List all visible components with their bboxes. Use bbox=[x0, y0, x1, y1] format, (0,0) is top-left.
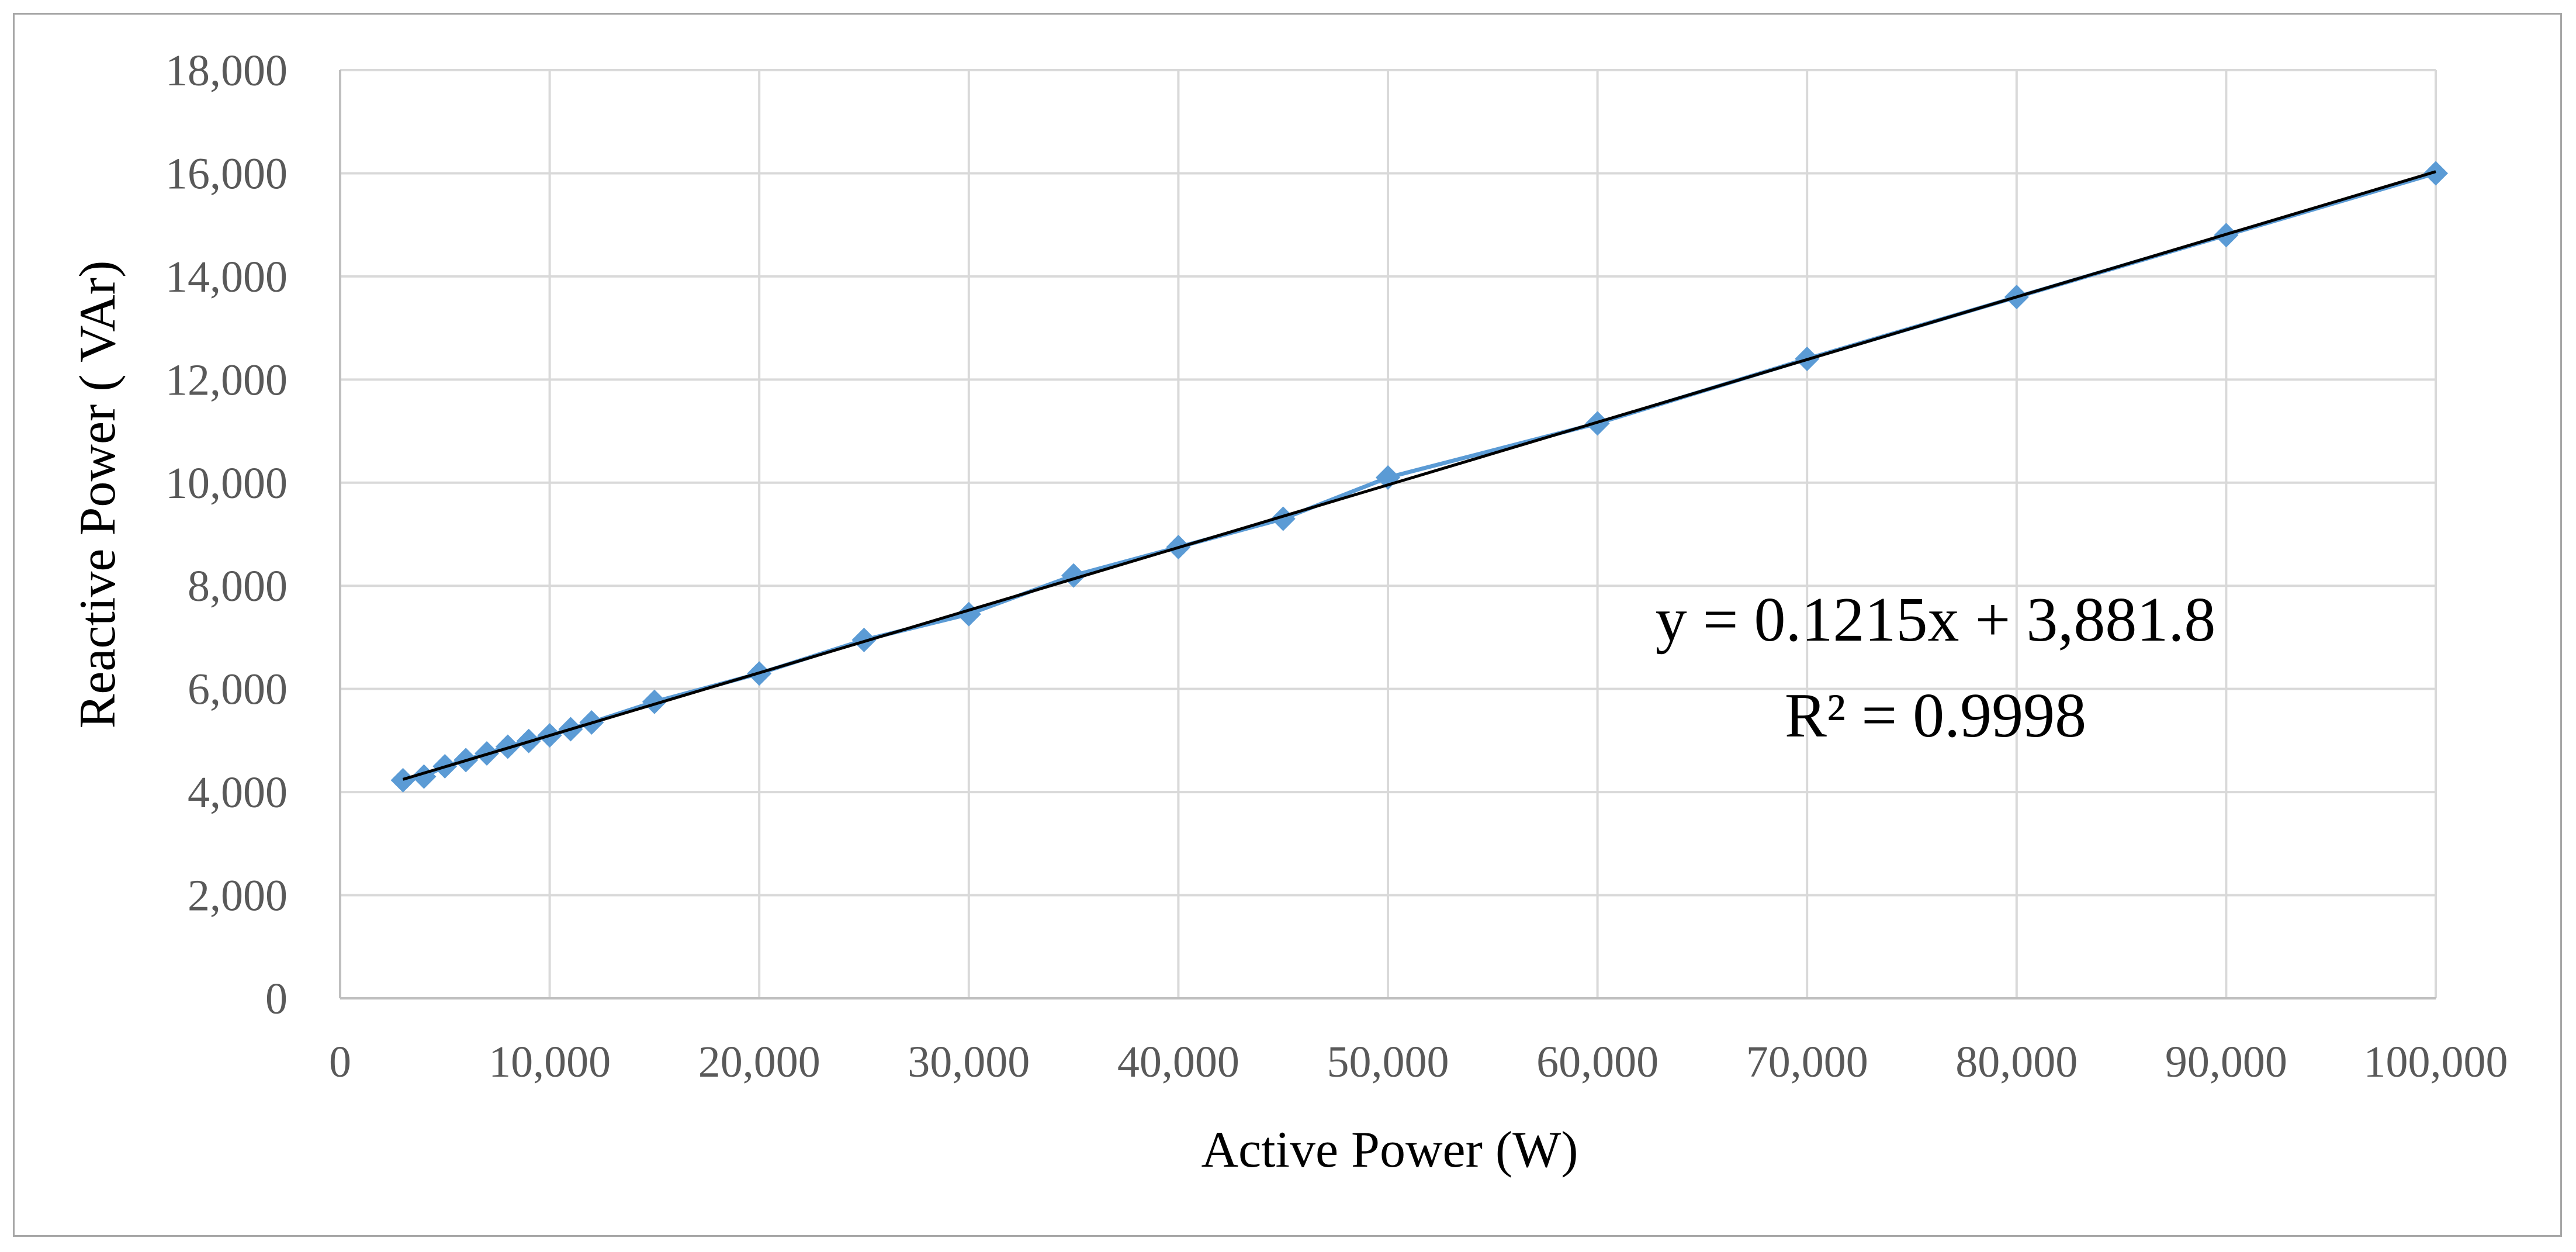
y-tick-label: 4,000 bbox=[188, 768, 288, 817]
y-tick-label: 12,000 bbox=[165, 355, 288, 404]
x-tick-label: 100,000 bbox=[2364, 1037, 2508, 1087]
x-tick-label: 90,000 bbox=[2165, 1037, 2287, 1087]
y-tick-label: 10,000 bbox=[165, 459, 288, 508]
y-tick-label: 8,000 bbox=[188, 562, 288, 611]
chart-frame bbox=[13, 13, 2562, 1237]
y-tick-label: 18,000 bbox=[165, 46, 288, 95]
x-tick-label: 40,000 bbox=[1117, 1037, 1239, 1087]
y-tick-label: 14,000 bbox=[165, 253, 288, 302]
gridlines bbox=[340, 69, 2437, 998]
trendline-group bbox=[402, 170, 2436, 781]
data-point bbox=[1270, 506, 1296, 531]
x-tick-label: 0 bbox=[329, 1037, 351, 1087]
x-tick-label: 30,000 bbox=[908, 1037, 1030, 1087]
data-point bbox=[642, 689, 667, 714]
x-tick-label: 70,000 bbox=[1746, 1037, 1868, 1087]
trendline-equation: y = 0.1215x + 3,881.8 bbox=[1656, 585, 2216, 655]
y-tick-label: 16,000 bbox=[165, 149, 288, 198]
y-tick-label: 6,000 bbox=[188, 665, 288, 714]
y-axis-title: Reactive Power ( VAr) bbox=[70, 261, 126, 729]
data-point bbox=[2423, 161, 2448, 186]
x-tick-label: 60,000 bbox=[1536, 1037, 1659, 1087]
x-tick-label: 50,000 bbox=[1327, 1037, 1449, 1087]
axes bbox=[339, 70, 2436, 999]
x-tick-label: 20,000 bbox=[698, 1037, 820, 1087]
x-tick-label: 80,000 bbox=[1955, 1037, 2078, 1087]
y-tick-label: 2,000 bbox=[188, 871, 288, 921]
trendline-r-squared: R² = 0.9998 bbox=[1785, 681, 2086, 750]
x-tick-label: 10,000 bbox=[489, 1037, 611, 1087]
tick-labels: 0 2,000 4,000 6,000 8,000 10,000 12,000 14,000 1… bbox=[165, 46, 2508, 1087]
x-axis-title: Active Power (W) bbox=[1201, 1122, 1578, 1178]
trendline bbox=[402, 170, 2436, 781]
y-tick-label: 0 bbox=[265, 974, 288, 1023]
data-point bbox=[851, 627, 877, 652]
data-point bbox=[390, 767, 416, 793]
